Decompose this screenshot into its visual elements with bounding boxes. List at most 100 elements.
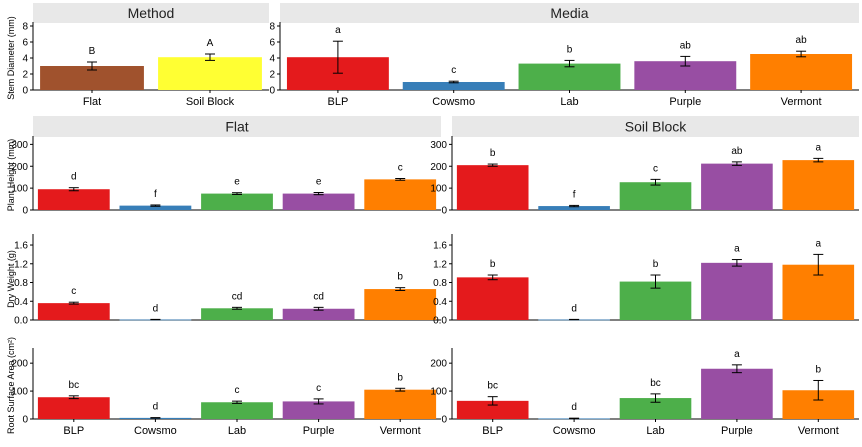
x-tick-label: Purple: [721, 425, 753, 437]
significance-letter: bc: [650, 378, 661, 389]
bar: [364, 389, 437, 419]
significance-letter: ab: [796, 35, 808, 46]
x-tick-label: Cowsmo: [432, 96, 475, 108]
significance-letter: d: [71, 172, 77, 183]
strip-title: Method: [128, 5, 175, 21]
bar: [282, 193, 355, 210]
bar: [364, 289, 437, 320]
y-tick-label: 200: [11, 162, 28, 173]
significance-letter: e: [316, 177, 322, 188]
y-tick-label: 0: [441, 415, 447, 426]
bar: [119, 205, 192, 210]
bar: [364, 179, 437, 210]
bar: [282, 308, 355, 320]
y-tick-label: 1.2: [14, 259, 28, 270]
significance-letter: d: [153, 303, 159, 314]
x-tick-label: Vermont: [798, 425, 839, 437]
bar: [619, 182, 692, 210]
significance-letter: c: [235, 385, 240, 396]
significance-letter: c: [398, 163, 403, 174]
significance-letter: b: [490, 148, 496, 159]
y-tick-label: 200: [430, 162, 447, 173]
y-axis-label: Plant Height (mm): [6, 139, 16, 212]
bar: [456, 400, 529, 419]
significance-letter: a: [734, 349, 740, 360]
bar: [158, 57, 262, 90]
bar: [37, 303, 110, 320]
significance-letter: bc: [487, 381, 498, 392]
x-tick-label: Flat: [83, 96, 101, 108]
significance-letter: c: [316, 383, 321, 394]
y-tick-label: 0: [22, 86, 28, 97]
panel-ph-flat: Flat Plant Height (mm) 0 100 200 300 d f e e c: [6, 116, 441, 217]
bar: [701, 262, 773, 320]
y-tick-label: 0.4: [14, 297, 28, 308]
y-tick-label: 4: [269, 54, 275, 65]
significance-letter: c: [451, 65, 456, 76]
significance-letter: e: [234, 177, 240, 188]
y-tick-label: 0: [269, 86, 275, 97]
bar: [538, 206, 610, 210]
significance-letter: a: [734, 244, 740, 255]
y-tick-label: 8: [22, 22, 28, 33]
bar: [456, 165, 529, 210]
strip-background: [280, 3, 859, 23]
significance-letter: cd: [313, 291, 324, 302]
panel-dw-soil: 0.0 0.4 0.8 1.2 1.6 b d b a a: [433, 234, 859, 327]
y-tick-label: 1.2: [433, 259, 447, 270]
y-tick-label: 100: [11, 387, 28, 398]
y-tick-label: 100: [11, 184, 28, 195]
significance-letter: b: [490, 259, 496, 270]
significance-letter: c: [71, 286, 76, 297]
significance-letter: ab: [731, 146, 743, 157]
y-tick-label: 1.6: [433, 241, 447, 252]
x-tick-label: BLP: [63, 425, 84, 437]
y-tick-label: 300: [11, 140, 28, 151]
y-tick-label: 0: [441, 206, 447, 217]
bar: [456, 277, 529, 320]
y-tick-label: 0.8: [14, 278, 28, 289]
x-tick-label: BLP: [328, 96, 349, 108]
y-axis-label: Root Surface Area (cm²): [6, 337, 16, 434]
strip-title: Media: [550, 5, 588, 21]
bar: [37, 397, 110, 419]
y-tick-label: 1.6: [14, 241, 28, 252]
strip-background: [33, 3, 269, 23]
y-tick-label: 0: [22, 206, 28, 217]
y-tick-label: 0.0: [14, 316, 28, 327]
y-tick-label: 200: [430, 359, 447, 370]
y-axis-label: Dry Weight (g): [6, 250, 16, 308]
x-tick-label: Lab: [228, 425, 246, 437]
panel-media: Media 0 2 4 6 8 a BLP c Cowsmo b Lab ab Purple ab Vermo…: [269, 3, 859, 108]
panel-rsa-flat: Root Surface Area (cm²) 0100200bcBLPdCows…: [6, 337, 441, 437]
significance-letter: cd: [232, 291, 243, 302]
strip-title: Flat: [225, 119, 248, 135]
panel-rsa-soil: 0 100 200 bc BLP d Cowsmo bc Lab a Purple b Vermont: [430, 348, 859, 437]
significance-letter: ab: [680, 40, 692, 51]
x-tick-label: Vermont: [781, 96, 822, 108]
x-tick-label: Lab: [646, 425, 664, 437]
y-tick-label: 100: [430, 184, 447, 195]
x-tick-label: Cowsmo: [134, 425, 177, 437]
y-tick-label: 0.8: [433, 278, 447, 289]
y-tick-label: 6: [269, 38, 275, 49]
significance-letter: A: [207, 38, 214, 49]
y-axis-label: Stem Diameter (mm): [6, 16, 16, 100]
significance-letter: c: [653, 163, 658, 174]
significance-letter: d: [571, 303, 577, 314]
y-tick-label: 6: [22, 38, 28, 49]
y-tick-label: 300: [430, 140, 447, 151]
y-tick-label: 8: [269, 22, 275, 33]
significance-letter: d: [571, 402, 577, 413]
x-tick-label: Purple: [303, 425, 335, 437]
bar: [201, 193, 273, 210]
y-tick-label: 0.0: [433, 316, 447, 327]
strip-title: Soil Block: [625, 119, 687, 135]
bar: [201, 402, 273, 419]
significance-letter: b: [397, 372, 403, 383]
bar: [782, 160, 855, 210]
significance-letter: bc: [69, 380, 80, 391]
